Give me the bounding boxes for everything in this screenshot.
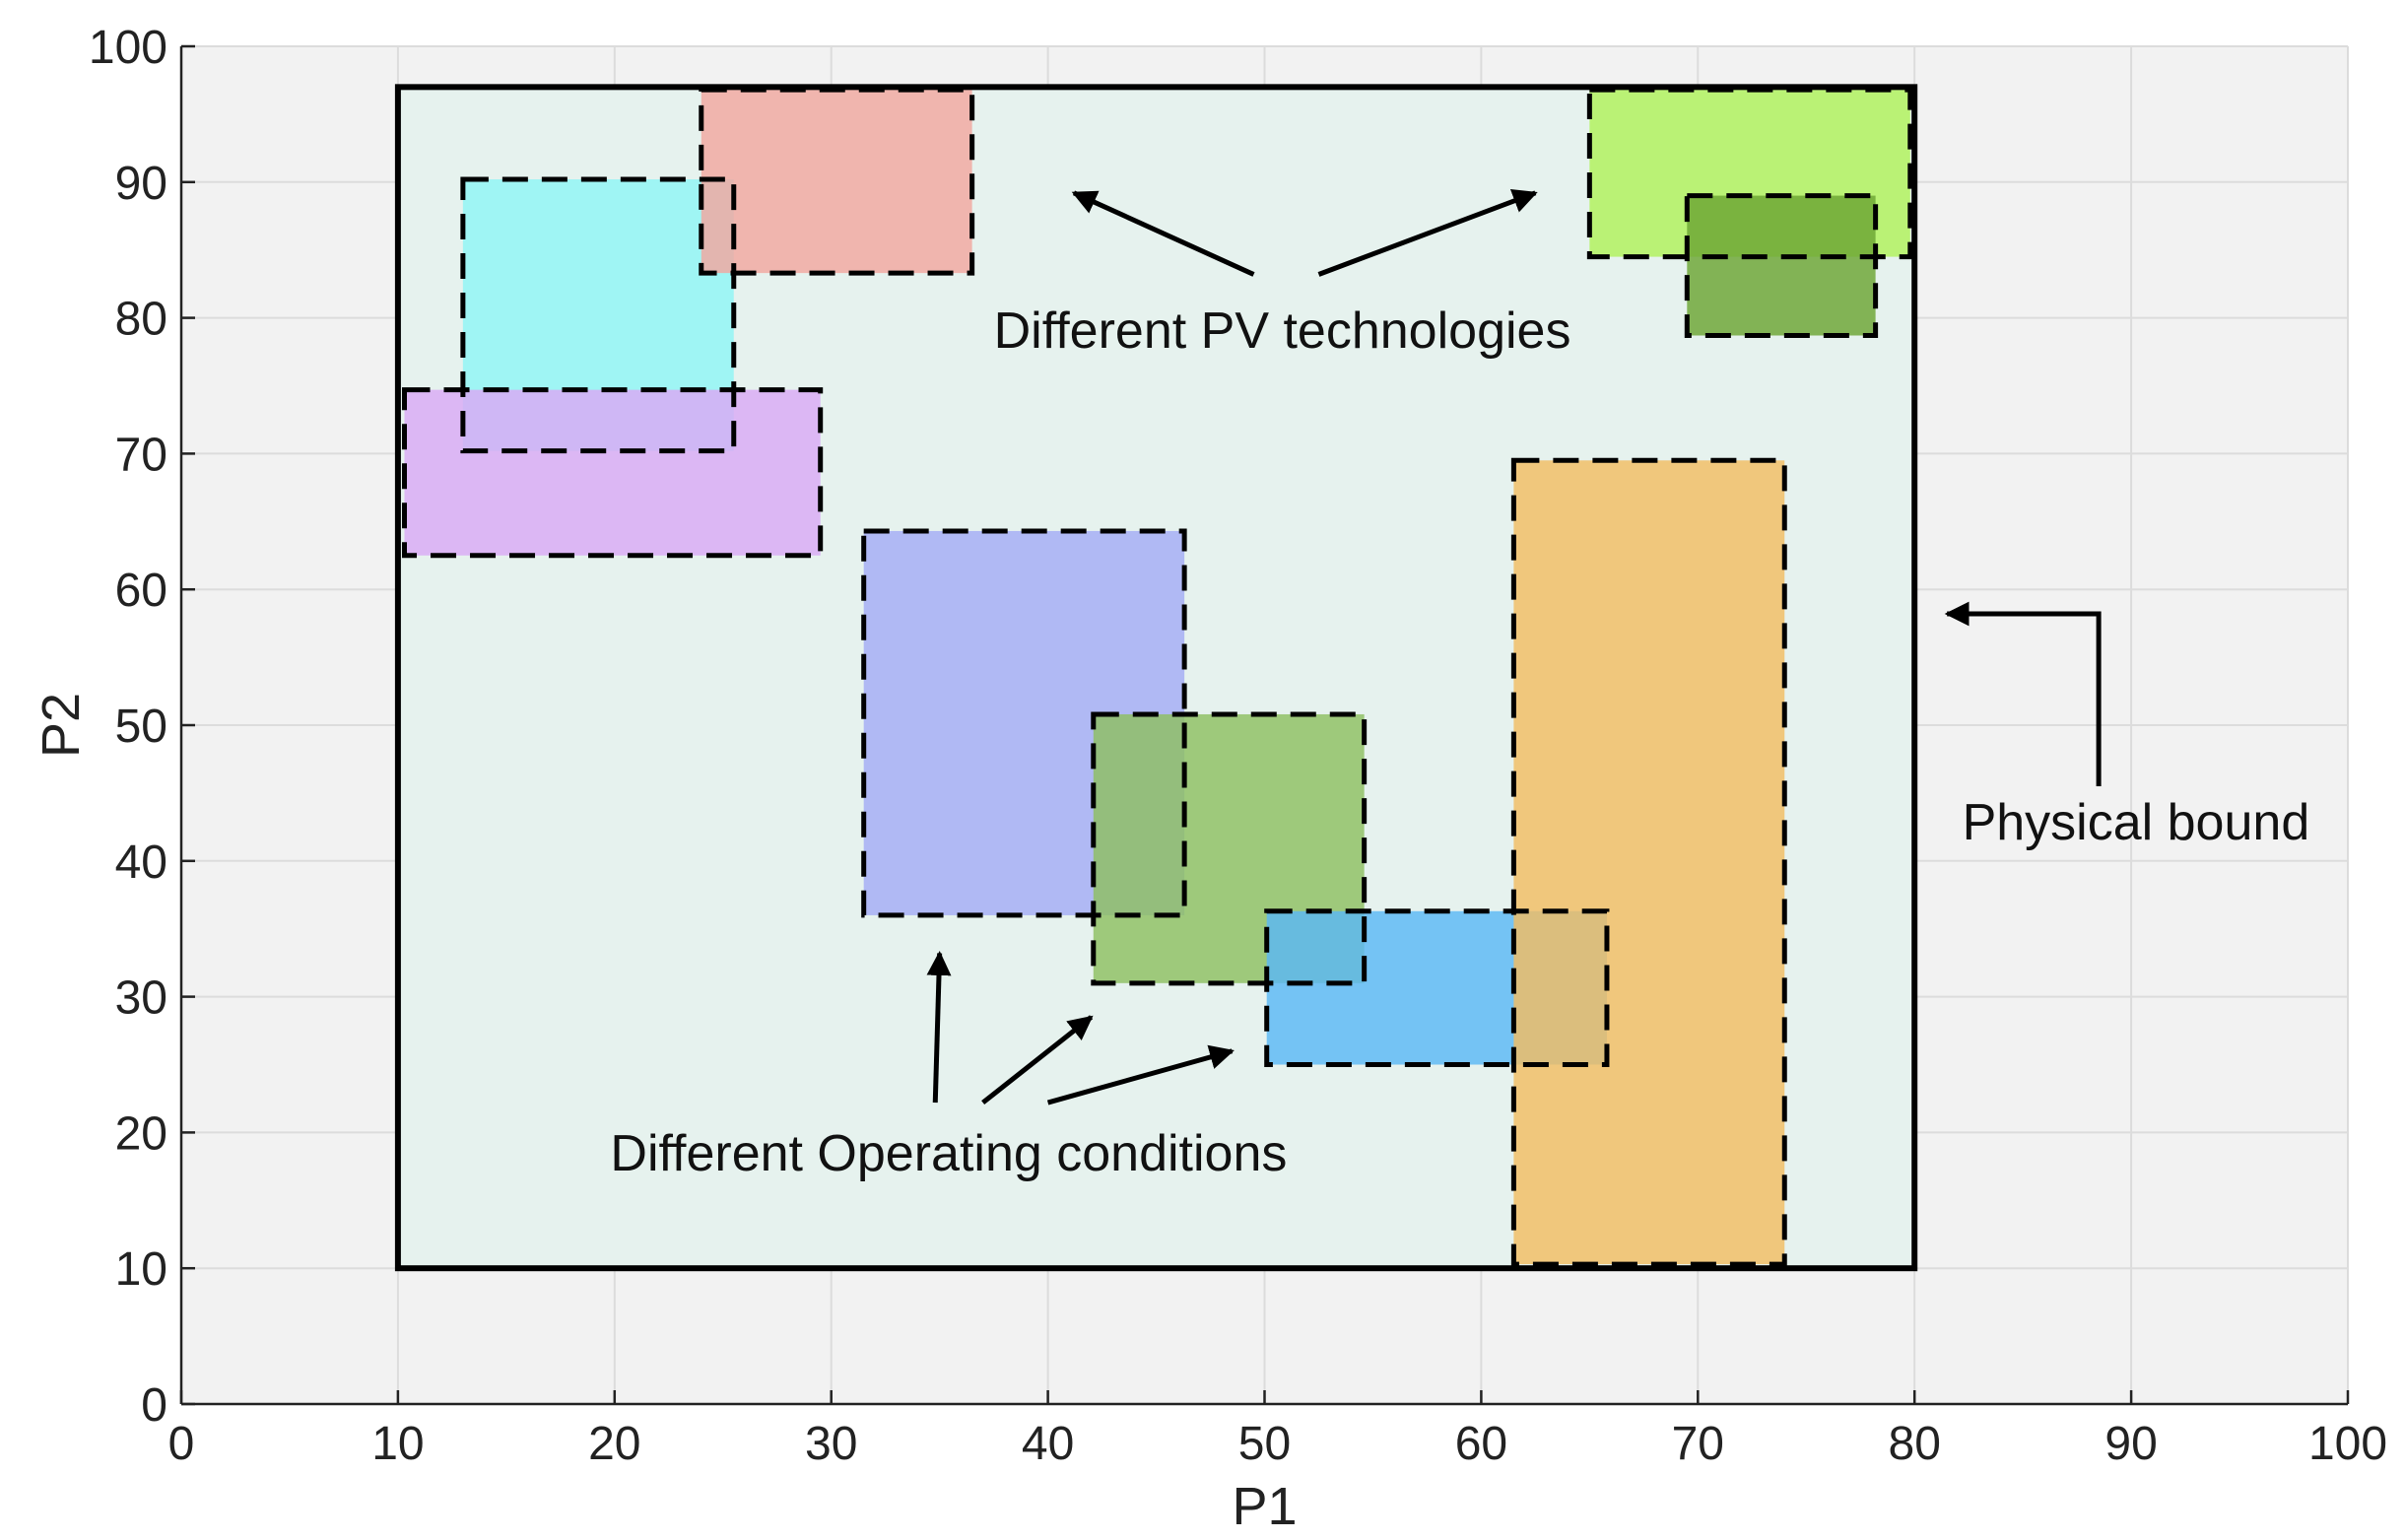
y-tick-label: 30 bbox=[115, 972, 167, 1025]
annotation-arrow-3 bbox=[926, 951, 952, 1104]
x-tick-label: 60 bbox=[1455, 1418, 1507, 1470]
physical-bound-outline bbox=[394, 84, 1918, 1272]
x-tick-label: 90 bbox=[2104, 1418, 2157, 1470]
y-axis-title: P2 bbox=[32, 693, 91, 758]
pv-technology-region-5 bbox=[1687, 195, 1876, 336]
x-tick-label: 80 bbox=[1889, 1418, 1941, 1470]
annotation-arrow-1 bbox=[1071, 190, 1255, 277]
y-tick-label: 100 bbox=[89, 22, 167, 74]
x-tick-label: 40 bbox=[1022, 1418, 1074, 1470]
operating-condition-region-outline-7 bbox=[1091, 711, 1368, 986]
annotation-label-2: Different Operating conditions bbox=[610, 1125, 1287, 1182]
x-tick-label: 70 bbox=[1672, 1418, 1724, 1470]
operating-condition-region-outline-8 bbox=[1264, 908, 1610, 1068]
annotation-arrow-4 bbox=[981, 1015, 1094, 1105]
x-tick-label: 20 bbox=[588, 1418, 640, 1470]
pv-technology-region-outline-3 bbox=[401, 387, 824, 559]
regions bbox=[401, 87, 1913, 1267]
y-tick-label: 50 bbox=[115, 701, 167, 753]
annotations: Different PV technologies Different Opera… bbox=[610, 302, 2309, 1182]
operating-condition-region-outline-6 bbox=[861, 528, 1187, 918]
y-tick-label: 70 bbox=[115, 429, 167, 481]
y-tick-label: 0 bbox=[141, 1379, 167, 1432]
annotation-label-3: Physical bound bbox=[1963, 794, 2310, 851]
y-tick-label: 40 bbox=[115, 837, 167, 889]
annotation-arrow-2 bbox=[1317, 189, 1538, 277]
pv-technology-region-2 bbox=[701, 90, 972, 274]
pv-technology-region-outline-5 bbox=[1684, 193, 1879, 339]
x-axis-title: P1 bbox=[1232, 1477, 1297, 1536]
x-tick-label: 50 bbox=[1238, 1418, 1291, 1470]
annotation-arrow-5 bbox=[1046, 1044, 1235, 1105]
operating-condition-region-outline-9 bbox=[1510, 457, 1787, 1267]
y-tick-label: 80 bbox=[115, 294, 167, 346]
arrows bbox=[926, 189, 2102, 1105]
pv-technology-region-3 bbox=[404, 389, 821, 556]
x-tick-label: 100 bbox=[2308, 1418, 2387, 1470]
x-tick-label: 10 bbox=[371, 1418, 424, 1470]
y-tick-label: 20 bbox=[115, 1107, 167, 1160]
y-tick-label: 60 bbox=[115, 565, 167, 617]
y-tick-label: 10 bbox=[115, 1243, 167, 1296]
pv-technology-region-outline-1 bbox=[460, 176, 737, 454]
y-tick-label: 90 bbox=[115, 158, 167, 210]
annotation-label-1: Different PV technologies bbox=[994, 302, 1571, 360]
ticks: 0 10 20 30 40 50 60 70 80 90 100 0 10 20 30 40 50 60 70 80 9… bbox=[89, 22, 2387, 1470]
x-tick-label: 30 bbox=[805, 1418, 857, 1470]
x-tick-label: 0 bbox=[168, 1418, 195, 1470]
operating-condition-region-9 bbox=[1513, 460, 1785, 1265]
annotation-arrow-6 bbox=[1944, 601, 2102, 787]
